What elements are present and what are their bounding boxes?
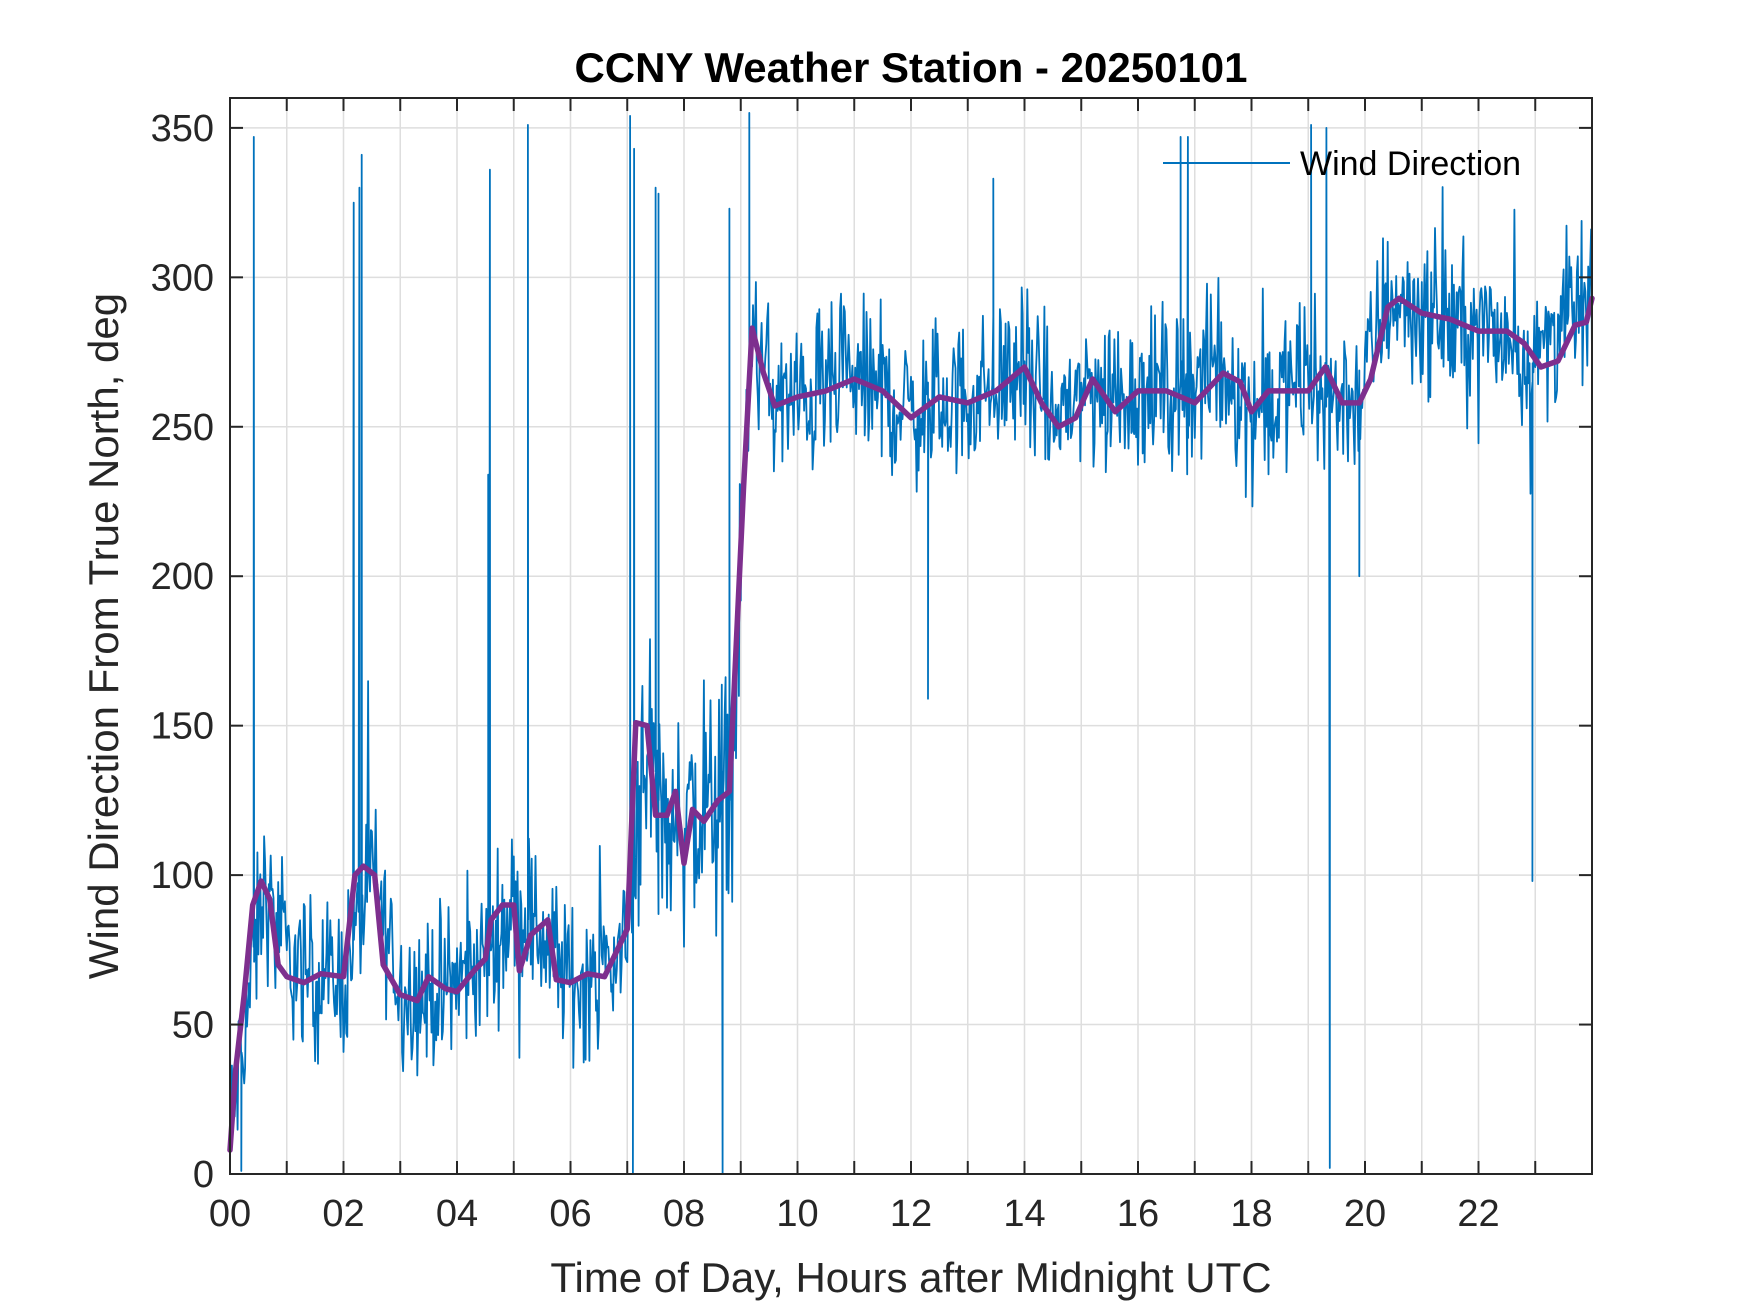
x-axis-label: Time of Day, Hours after Midnight UTC: [550, 1254, 1271, 1301]
x-tick-label: 08: [663, 1193, 705, 1235]
x-tick-label: 22: [1457, 1193, 1499, 1235]
axes-layer: 00 02 04 06 08 10 12 14 16 18 20 22 0 50 100 150 200 250 3…: [151, 97, 1593, 1235]
y-tick-label: 0: [193, 1154, 214, 1196]
x-tick-label: 00: [209, 1193, 251, 1235]
series-line-moving-average: [227, 295, 1595, 1153]
x-tick-label: 18: [1230, 1193, 1272, 1235]
chart-title: CCNY Weather Station - 20250101: [574, 44, 1247, 91]
x-tick-label: 02: [322, 1193, 364, 1235]
y-axis-label: Wind Direction From True North, deg: [80, 293, 127, 979]
y-tick-label: 100: [151, 855, 214, 897]
x-tick-label: 04: [436, 1193, 478, 1235]
legend-label-wind-direction: Wind Direction: [1300, 145, 1521, 183]
y-tick-label: 300: [151, 257, 214, 299]
x-tick-label: 14: [1003, 1193, 1045, 1235]
x-tick-label: 12: [890, 1193, 932, 1235]
series-line-wind-direction: [229, 112, 1593, 1175]
y-tick-label: 350: [151, 108, 214, 150]
x-tick-label: 06: [549, 1193, 591, 1235]
x-tick-label: 10: [776, 1193, 818, 1235]
x-tick-label: 20: [1344, 1193, 1386, 1235]
x-tick-label: 16: [1117, 1193, 1159, 1235]
legend: Wind Direction: [1163, 145, 1521, 183]
y-tick-label: 150: [151, 706, 214, 748]
y-tick-label: 50: [172, 1005, 214, 1047]
series-layer: [227, 112, 1595, 1175]
y-tick-label: 200: [151, 556, 214, 598]
y-tick-label: 250: [151, 407, 214, 449]
